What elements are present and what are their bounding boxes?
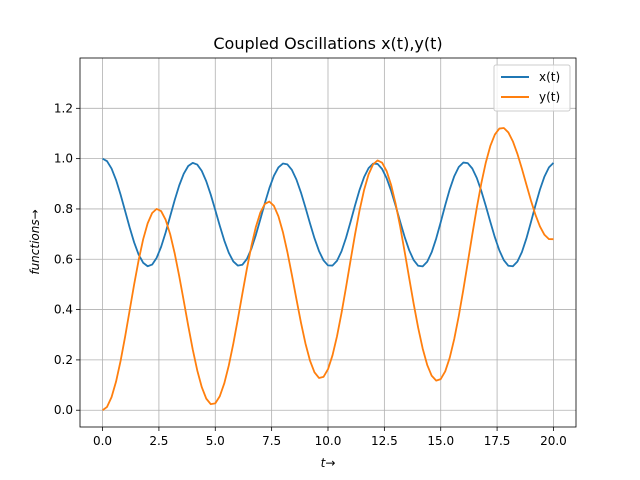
x-tick-label: 7.5 — [262, 434, 281, 448]
grid-layer — [80, 58, 576, 427]
series-layer — [102, 127, 555, 411]
chart-title: Coupled Oscillations x(t),y(t) — [213, 34, 442, 53]
y-tick-label: 1.2 — [54, 101, 73, 115]
legend-label-x: x(t) — [539, 70, 560, 84]
y-tick-label: 0.2 — [54, 353, 73, 367]
series-line-y — [102, 127, 554, 411]
x-tick-label: 20.0 — [540, 434, 567, 448]
series-line-x — [102, 157, 555, 268]
x-tick-label: 12.5 — [371, 434, 398, 448]
x-tick-label: 10.0 — [315, 434, 342, 448]
y-tick-label: 0.8 — [54, 202, 73, 216]
y-tick-label: 1.0 — [54, 152, 73, 166]
y-axis-label: functions→ — [28, 209, 42, 274]
ticks-layer: 0.0 2.5 5.0 7.5 10.0 12.5 15.0 17.5 20.0 0.0 0.2 0.… — [54, 101, 567, 448]
legend-label-y: y(t) — [539, 90, 560, 104]
y-tick-label: 0.6 — [54, 252, 73, 266]
x-tick-label: 15.0 — [427, 434, 454, 448]
x-tick-label: 0.0 — [93, 434, 112, 448]
x-tick-label: 5.0 — [206, 434, 225, 448]
x-axis-label: t→ — [321, 456, 336, 470]
y-tick-label: 0.4 — [54, 303, 73, 317]
x-tick-label: 17.5 — [484, 434, 511, 448]
y-tick-label: 0.0 — [54, 403, 73, 417]
legend: x(t) y(t) — [493, 64, 571, 112]
x-tick-label: 2.5 — [149, 434, 168, 448]
